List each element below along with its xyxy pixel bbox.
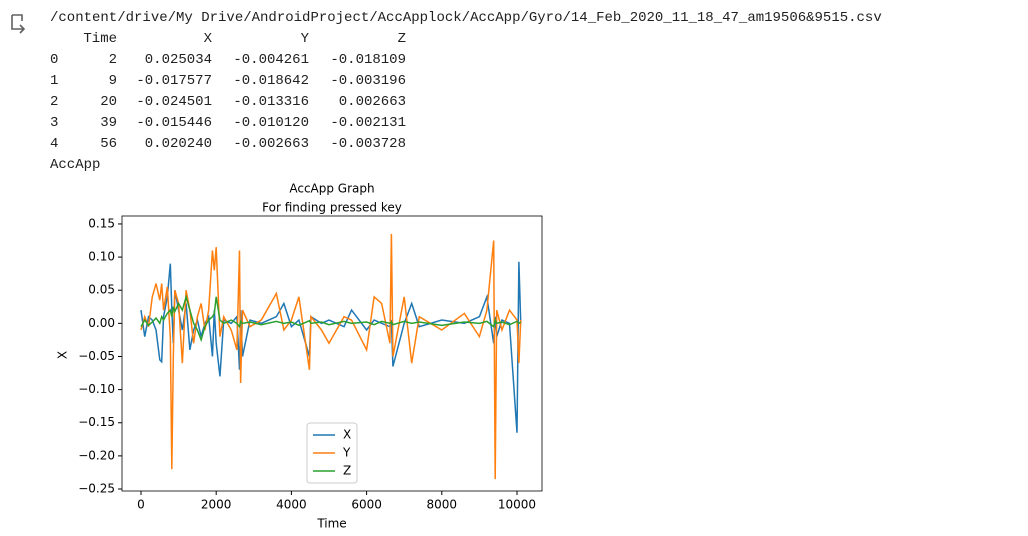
- table-cell: -0.013316: [233, 94, 309, 110]
- output-label: AccApp: [50, 157, 101, 173]
- table-cell: -0.018642: [233, 73, 309, 89]
- legend-label: Z: [343, 464, 351, 478]
- table-cell: 0.020240: [144, 136, 212, 152]
- y-axis-label: X: [56, 351, 70, 359]
- y-tick-label: 0.10: [88, 250, 115, 264]
- x-tick-label: 6000: [351, 498, 382, 512]
- table-cell: 0.025034: [144, 52, 212, 68]
- table-cell: -0.003728: [330, 136, 406, 152]
- table-cell: 0.002663: [338, 94, 406, 110]
- table-cell: -0.010120: [233, 115, 309, 131]
- x-tick-label: 2000: [201, 498, 232, 512]
- table-cell: -0.024501: [136, 94, 212, 110]
- x-tick-label: 10000: [498, 498, 536, 512]
- y-tick-label: −0.20: [78, 448, 115, 462]
- y-tick-label: −0.25: [78, 482, 115, 496]
- y-tick-label: 0.00: [88, 316, 115, 330]
- x-tick-label: 8000: [427, 498, 458, 512]
- table-cell: Y: [300, 31, 309, 47]
- table-cell: 1: [50, 73, 59, 89]
- table-cell: -0.017577: [136, 73, 212, 89]
- legend-label: Y: [342, 446, 351, 460]
- chart-title: AccApp Graph: [289, 182, 374, 196]
- table-cell: Z: [397, 31, 406, 47]
- y-tick-label: 0.05: [88, 283, 115, 297]
- output-icon: [11, 14, 26, 34]
- table-cell: 3: [50, 115, 59, 131]
- chart-subtitle: For finding pressed key: [262, 201, 402, 215]
- x-tick-label: 0: [137, 498, 145, 512]
- table-cell: 4: [50, 136, 59, 152]
- table-cell: 56: [100, 136, 117, 152]
- y-tick-label: −0.15: [78, 415, 115, 429]
- table-cell: -0.018109: [330, 52, 406, 68]
- legend-label: X: [343, 428, 351, 442]
- table-cell: -0.004261: [233, 52, 309, 68]
- table-cell: 9: [108, 73, 117, 89]
- table-cell: Time: [83, 31, 117, 47]
- table-cell: -0.015446: [136, 115, 212, 131]
- table-cell: X: [203, 31, 212, 47]
- table-cell: 0: [50, 52, 59, 68]
- table-cell: 2: [50, 94, 59, 110]
- y-tick-label: 0.15: [88, 216, 115, 230]
- plot-frame: [121, 215, 543, 492]
- y-tick-label: −0.05: [78, 349, 115, 363]
- table-cell: 20: [100, 94, 117, 110]
- series-line: [140, 261, 522, 433]
- output-path: /content/drive/My Drive/AndroidProject/A…: [50, 10, 882, 26]
- x-axis-label: Time: [316, 517, 346, 531]
- series-line: [140, 294, 522, 343]
- table-cell: 2: [108, 52, 117, 68]
- table-cell: -0.002663: [233, 136, 309, 152]
- x-tick-label: 4000: [276, 498, 307, 512]
- table-cell: -0.002131: [330, 115, 406, 131]
- table-cell: -0.003196: [330, 73, 406, 89]
- table-cell: 39: [100, 115, 117, 131]
- y-tick-label: −0.10: [78, 382, 115, 396]
